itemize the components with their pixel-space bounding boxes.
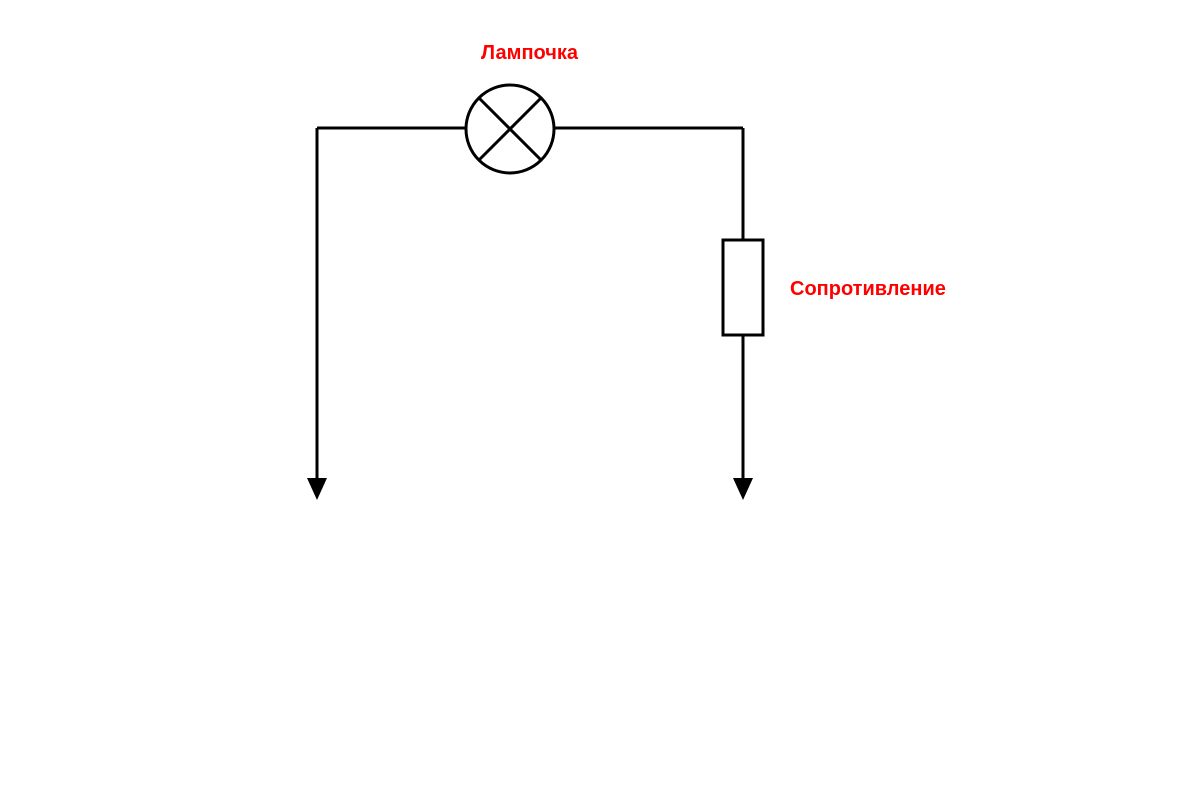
circuit-svg (0, 0, 1200, 795)
circuit-diagram: Лампочка Сопротивление (0, 0, 1200, 795)
resistor-symbol (723, 240, 763, 335)
arrow-left (307, 478, 327, 500)
lamp-label: Лампочка (481, 42, 578, 65)
arrow-right (733, 478, 753, 500)
lamp-symbol (466, 85, 554, 173)
resistor-label: Сопротивление (790, 278, 946, 301)
